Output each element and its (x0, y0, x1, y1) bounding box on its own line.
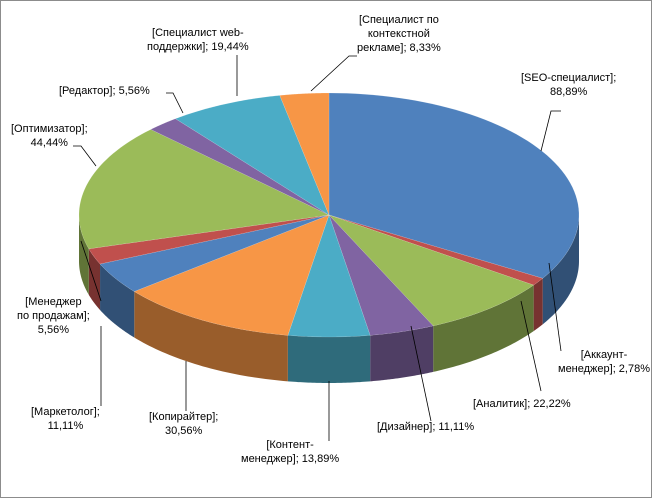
leader-line-11 (310, 55, 357, 92)
pie-slice-side-6 (100, 263, 135, 338)
pie-slice-6 (99, 214, 330, 292)
pie-slice-side-0 (542, 215, 579, 325)
pie-slice-side-4 (287, 335, 371, 383)
pie-slice-8 (78, 129, 330, 250)
data-label-1: [Аккаунт-менеджер]; 2,78% (558, 349, 651, 375)
data-label-4: [Контент-менеджер]; 13,89% (241, 439, 340, 465)
data-label-10: [Специалист web-поддержки]; 19,44% (147, 27, 249, 53)
pie-slice-side-8 (79, 215, 89, 295)
pie-slice-side-5 (134, 291, 288, 382)
pie-slice-11 (279, 92, 330, 216)
pie-slice-9 (150, 118, 330, 216)
data-label-2: [Аналитик]; 22,22% (473, 398, 571, 410)
pie-slice-7 (88, 214, 330, 265)
pie-slice-10 (174, 95, 330, 216)
pie-slice-side-1 (533, 278, 543, 332)
pie-slice-side-3 (370, 325, 434, 382)
data-label-5: [Копирайтер]; 30,56% (149, 411, 219, 437)
data-label-9: [Редактор]; 5,56% (59, 85, 150, 97)
pie-slice-3 (328, 214, 434, 336)
pie-slice-5 (133, 214, 330, 336)
pie-slice-side-2 (433, 285, 534, 372)
pie-slice-1 (328, 214, 544, 286)
data-label-3: [Дизайнер]; 11,11% (377, 421, 475, 433)
leader-line-3 (410, 325, 432, 422)
data-label-0: [SEO-специалист]; 88,89% (521, 72, 617, 98)
data-label-11: [Специалист по контекстной рекламе]; 8,33% (357, 14, 441, 54)
pie-slice-side-7 (88, 248, 101, 310)
leader-line-8 (73, 145, 97, 167)
leader-line-2 (520, 300, 542, 392)
data-label-7: [Менеджер по продажам]; 5,56% (17, 296, 90, 336)
pie-slice-0 (328, 92, 580, 279)
leader-line-9 (166, 92, 184, 114)
pie-slice-4 (287, 214, 371, 338)
data-label-8: [Оптимизатор]; 44,44% (11, 123, 88, 149)
pie-slice-2 (328, 214, 535, 327)
leader-line-1 (548, 262, 562, 352)
leader-line-0 (540, 110, 561, 152)
leader-line-7 (80, 240, 102, 302)
data-label-6: [Маркетолог]; 11,11% (31, 406, 100, 432)
